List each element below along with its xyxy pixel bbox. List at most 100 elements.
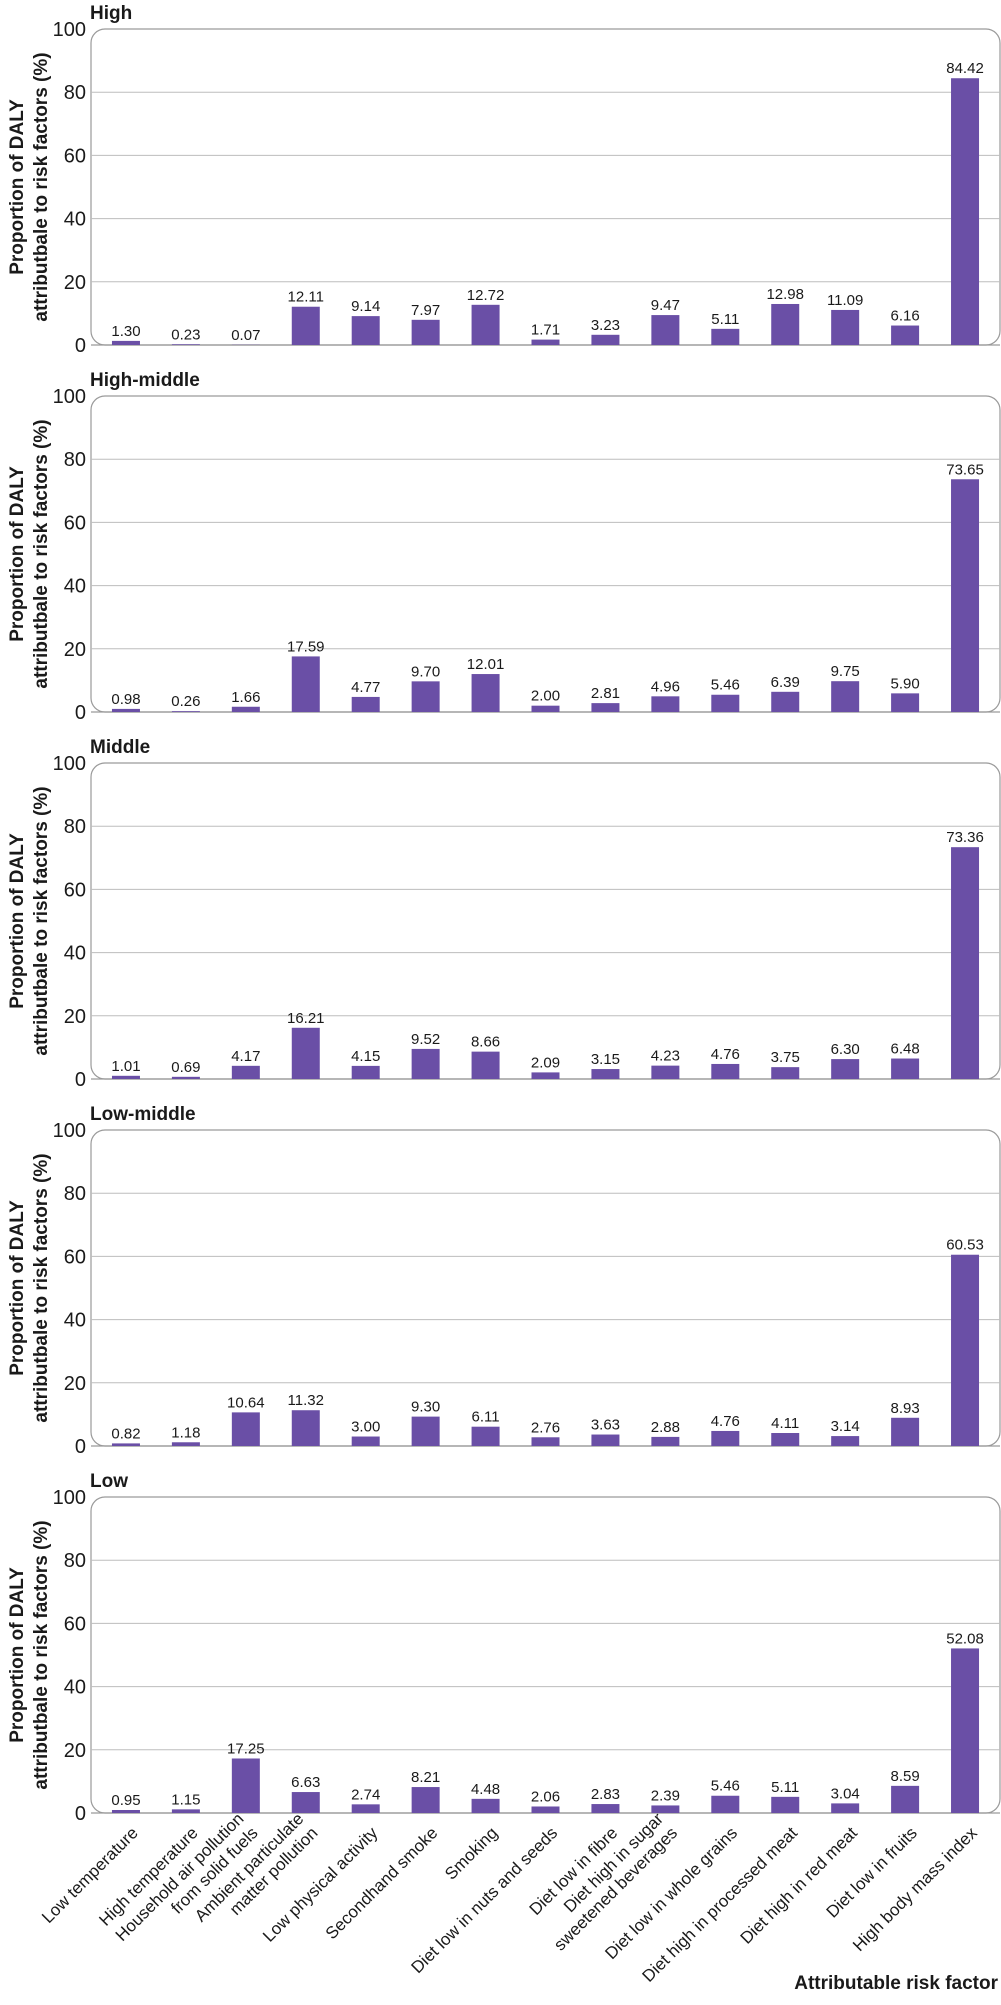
bar: [472, 1052, 500, 1079]
y-axis-label: Proportion of DALY: [7, 1567, 28, 1743]
bar-value-label: 9.14: [351, 298, 380, 315]
bar-value-label: 6.63: [291, 1774, 320, 1791]
bar-value-label: 4.77: [351, 679, 380, 696]
bar: [831, 1803, 859, 1813]
panel-frame: [91, 29, 1000, 345]
bar: [651, 315, 679, 345]
bar: [112, 1076, 140, 1079]
bar: [651, 1437, 679, 1446]
y-tick-label: 80: [64, 1183, 86, 1205]
x-tick-label: Diet high in red meat: [737, 1823, 862, 1948]
panel-title: Low: [90, 1471, 128, 1492]
bar-value-label: 4.76: [711, 1413, 740, 1430]
bar-value-label: 2.83: [591, 1786, 620, 1803]
bar-value-label: 2.74: [351, 1786, 380, 1803]
bar-value-label: 52.08: [946, 1630, 984, 1647]
bar: [891, 693, 919, 712]
bar: [891, 326, 919, 345]
bar-value-label: 60.53: [946, 1237, 984, 1254]
bar: [771, 1067, 799, 1079]
bar-value-label: 5.11: [711, 311, 739, 328]
bar: [412, 1049, 440, 1079]
y-tick-label: 80: [64, 82, 86, 104]
bar: [532, 1806, 560, 1813]
bar-value-label: 1.18: [171, 1424, 200, 1441]
bar: [711, 695, 739, 712]
bar-value-label: 4.11: [771, 1415, 799, 1432]
x-tick-label-line: Smoking: [441, 1823, 501, 1883]
bar: [172, 1077, 200, 1079]
bar-value-label: 4.76: [711, 1046, 740, 1063]
panel-title: High: [90, 3, 132, 24]
y-tick-label: 100: [53, 753, 86, 775]
bar-value-label: 12.98: [766, 286, 804, 303]
y-tick-label: 0: [75, 1069, 86, 1091]
bar-value-label: 1.66: [231, 689, 260, 706]
x-tick-label: Smoking: [441, 1823, 501, 1883]
bar: [891, 1786, 919, 1813]
panel-frame: [91, 1497, 1000, 1813]
y-tick-label: 40: [64, 1677, 86, 1699]
bar: [532, 1072, 560, 1079]
bar-value-label: 17.59: [287, 638, 325, 655]
panel-title: Low-middle: [90, 1104, 196, 1125]
bar-value-label: 3.15: [591, 1051, 620, 1068]
bar-value-label: 6.16: [890, 308, 919, 325]
bar-value-label: 1.71: [531, 322, 560, 339]
panel-title: Middle: [90, 737, 150, 758]
panel-title: High-middle: [90, 370, 200, 391]
bar: [711, 329, 739, 345]
y-axis-label: Proportion of DALY: [7, 1200, 28, 1376]
y-tick-label: 0: [75, 702, 86, 724]
bar-value-label: 5.11: [771, 1779, 799, 1796]
bar: [532, 1437, 560, 1446]
bar-value-label: 2.06: [531, 1788, 560, 1805]
bar-value-label: 9.47: [651, 297, 680, 314]
bar: [352, 697, 380, 712]
y-tick-label: 80: [64, 449, 86, 471]
bar: [292, 1410, 320, 1446]
bar-value-label: 5.46: [711, 1778, 740, 1795]
x-axis-label: Attributable risk factor: [794, 1973, 998, 1994]
bar: [472, 305, 500, 345]
y-tick-label: 100: [53, 19, 86, 41]
bar: [292, 307, 320, 345]
x-tick-label: High body mass index: [849, 1823, 981, 1955]
bar-value-label: 0.23: [171, 326, 200, 343]
bar: [232, 1412, 260, 1446]
bar: [951, 479, 979, 712]
y-tick-label: 0: [75, 1436, 86, 1458]
bar-value-label: 6.48: [890, 1041, 919, 1058]
bar-value-label: 9.70: [411, 663, 440, 680]
bar-value-label: 5.90: [890, 675, 919, 692]
bar: [591, 335, 619, 345]
bar-value-label: 10.64: [227, 1394, 265, 1411]
bar-value-label: 2.09: [531, 1054, 560, 1071]
y-tick-label: 20: [64, 1006, 86, 1028]
bar: [472, 1427, 500, 1446]
bar: [831, 1059, 859, 1079]
y-tick-label: 100: [53, 1120, 86, 1142]
bar-value-label: 73.36: [946, 829, 984, 846]
bar-value-label: 1.30: [111, 323, 140, 340]
bar-value-label: 2.39: [651, 1787, 680, 1804]
bar: [951, 847, 979, 1079]
bar-value-label: 6.11: [472, 1409, 500, 1426]
bar: [711, 1796, 739, 1813]
bar-value-label: 8.59: [890, 1768, 919, 1785]
x-tick-label: Secondhand smoke: [322, 1823, 442, 1943]
bar-value-label: 8.66: [471, 1034, 500, 1051]
bar-value-label: 4.23: [651, 1048, 680, 1065]
bar: [591, 1435, 619, 1446]
bar: [172, 711, 200, 712]
bar: [831, 310, 859, 345]
bar: [352, 1804, 380, 1813]
y-axis-label: attributbale to risk factors (%): [31, 1153, 52, 1422]
bar: [591, 703, 619, 712]
y-tick-label: 0: [75, 335, 86, 357]
bar-value-label: 2.88: [651, 1419, 680, 1436]
bar: [112, 709, 140, 712]
bar: [172, 344, 200, 345]
bar: [711, 1064, 739, 1079]
bar: [352, 1437, 380, 1446]
